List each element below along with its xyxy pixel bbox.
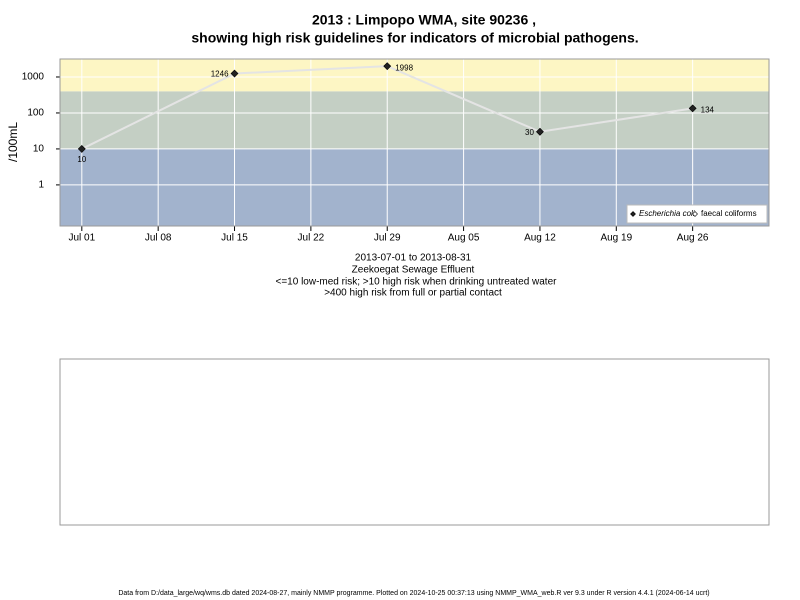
chart-title: showing high risk guidelines for indicat… — [191, 30, 638, 46]
data-point — [77, 145, 86, 153]
data-label: 1998 — [395, 63, 413, 72]
x-tick-label: Aug 12 — [524, 233, 556, 244]
legend-label: faecal coliforms — [701, 209, 757, 218]
x-tick-label: Aug 26 — [677, 233, 709, 244]
subtitle: <=10 low-med risk; >10 high risk when dr… — [276, 277, 558, 288]
x-tick-label: Jul 29 — [374, 233, 401, 244]
subtitle: Zeekoegat Sewage Effluent — [352, 265, 475, 276]
subtitle: >400 high risk from full or partial cont… — [324, 288, 502, 299]
y-tick-label: 10 — [33, 144, 45, 155]
y-axis-label: /100mL — [6, 122, 20, 162]
plot-frame — [59, 58, 770, 227]
risk-band — [60, 59, 769, 92]
data-label: 1246 — [211, 70, 229, 79]
y-tick-label: 100 — [27, 108, 44, 119]
data-point — [383, 62, 392, 71]
data-label: 10 — [77, 155, 86, 164]
risk-band — [60, 91, 769, 149]
chart-title: 2013 : Limpopo WMA, site 90236 , — [312, 12, 536, 28]
x-tick-label: Jul 15 — [221, 233, 248, 244]
data-point — [230, 69, 239, 78]
y-tick-label: 1 — [38, 180, 44, 191]
data-point — [536, 127, 544, 136]
legend: Escherichia coli faecal coliforms — [626, 204, 768, 224]
footer: Data from D:/data_large/wq/wms.db dated … — [118, 590, 709, 597]
y-tick-label: 1000 — [22, 72, 45, 83]
legend-label: Escherichia coli — [639, 209, 695, 218]
legend-symbol — [630, 211, 636, 217]
x-tick-label: Aug 05 — [448, 233, 480, 244]
x-tick-label: Aug 19 — [600, 233, 632, 244]
x-tick-label: Jul 08 — [145, 233, 172, 244]
x-tick-label: Jul 22 — [298, 233, 325, 244]
x-tick-label: Jul 01 — [68, 233, 95, 244]
data-point — [688, 104, 697, 113]
legend-symbol — [692, 211, 698, 217]
data-label: 30 — [525, 128, 534, 137]
subtitle: 2013-07-01 to 2013-08-31 — [355, 253, 472, 264]
empty-panel — [59, 358, 770, 526]
data-label: 134 — [701, 105, 715, 114]
